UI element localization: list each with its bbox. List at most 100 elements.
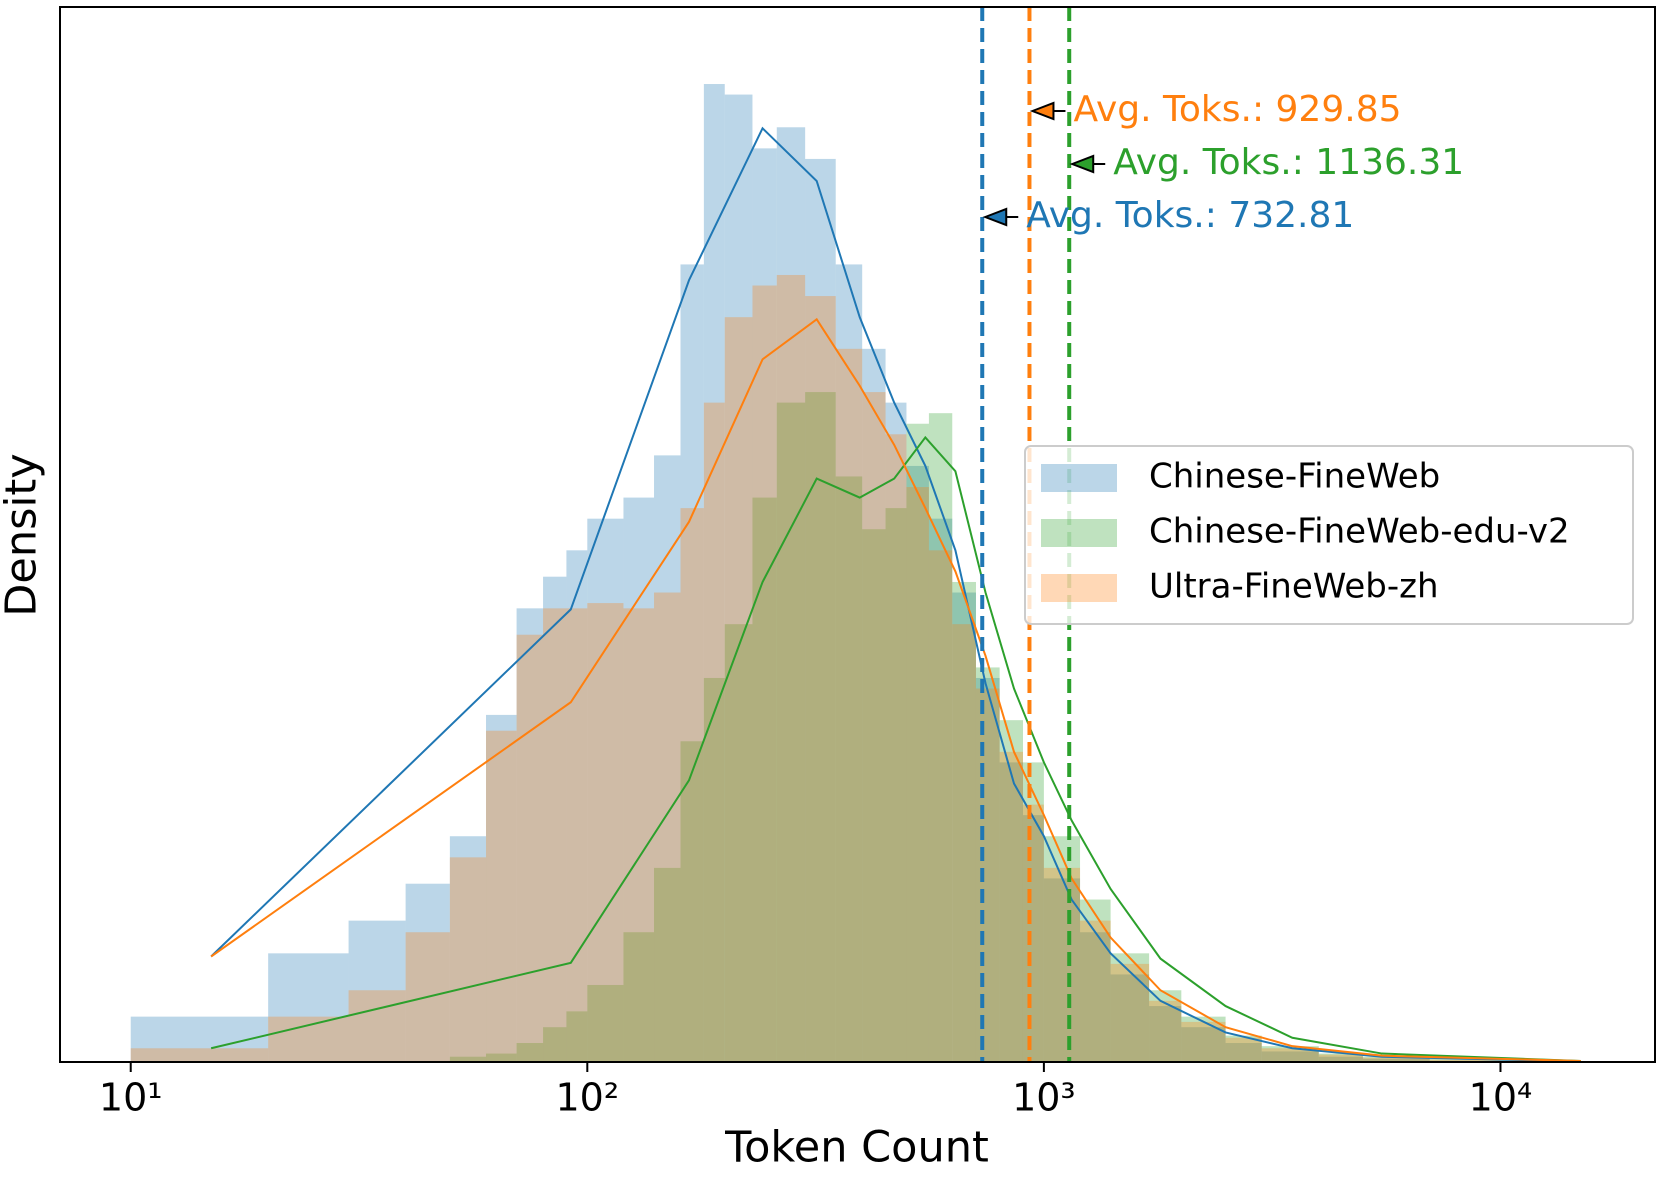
histogram-bar <box>1363 1058 1430 1062</box>
histogram-bar <box>999 751 1023 1062</box>
histogram-bar <box>587 603 624 1062</box>
histogram-bar <box>1181 1021 1226 1062</box>
histogram-bar <box>1181 1027 1226 1062</box>
histogram-bar <box>724 317 753 1062</box>
histogram-bar <box>906 465 929 1062</box>
annotation: Avg. Toks.: 1136.31 <box>1113 142 1464 183</box>
legend-swatch <box>1041 464 1117 492</box>
legend-swatch <box>1041 519 1117 547</box>
histogram-bar <box>776 402 806 1062</box>
histogram-bar <box>1080 920 1111 1062</box>
histogram-bar <box>703 677 725 1062</box>
histogram-bar <box>1110 974 1150 1062</box>
histogram-bar <box>486 730 517 1062</box>
histogram-bar <box>1318 1056 1364 1062</box>
histogram-bar <box>928 518 953 1062</box>
histogram-bar <box>587 984 624 1062</box>
histogram-bar <box>752 497 777 1062</box>
x-axis-label: Token Count <box>724 1123 989 1173</box>
histogram-bar <box>724 94 753 1062</box>
histogram-bar <box>543 1027 567 1062</box>
histogram-bar <box>928 550 953 1062</box>
histogram-bar <box>885 508 907 1062</box>
annotation: Avg. Toks.: 732.81 <box>1026 195 1354 236</box>
histogram-bar <box>130 1048 269 1062</box>
density-line <box>210 126 1581 1063</box>
density-line <box>210 317 1581 1062</box>
histogram-bar <box>906 423 929 1063</box>
histogram-bar <box>1080 899 1111 1062</box>
histogram-bar <box>1043 867 1081 1062</box>
histogram-bar <box>1363 1056 1430 1062</box>
x-tick-label: 10⁴ <box>1469 1076 1533 1120</box>
histogram-bar <box>862 529 886 1062</box>
histogram-bar <box>805 158 836 1063</box>
histogram-bar <box>348 920 406 1062</box>
histogram-bar <box>623 497 655 1062</box>
histogram-bar <box>776 274 806 1063</box>
histogram-bar <box>724 624 753 1062</box>
histogram-bar <box>680 264 704 1062</box>
plot-frame <box>59 6 1656 1063</box>
histogram-bar <box>1225 1037 1262 1062</box>
histogram-bar <box>486 714 517 1062</box>
annotation-arrowhead <box>982 207 1008 227</box>
histogram-bar <box>1261 1051 1319 1062</box>
histogram-bar <box>1043 836 1081 1062</box>
legend: Chinese-FineWeb Chinese-FineWeb-edu-v2 Ult… <box>1024 445 1634 625</box>
histogram-bar <box>999 720 1023 1062</box>
legend-label: Ultra-FineWeb-zh <box>1149 567 1439 607</box>
histogram-bar <box>1022 804 1044 1062</box>
histogram-bar <box>1225 1043 1262 1062</box>
histogram-bar <box>1429 1058 1501 1062</box>
histogram-bar <box>885 402 907 1062</box>
histogram-bar <box>348 990 406 1062</box>
histogram-bar <box>623 608 655 1062</box>
histogram-bar <box>268 1016 349 1062</box>
histogram-bar <box>1318 1053 1364 1062</box>
density-line <box>210 435 1581 1062</box>
histogram-bar <box>928 413 953 1062</box>
histogram-bar <box>952 592 976 1062</box>
histogram-bar <box>999 762 1023 1062</box>
histogram-bar <box>449 1056 487 1062</box>
histogram-bar <box>752 148 777 1062</box>
histogram-bar <box>1043 878 1081 1062</box>
y-axis-label: Density <box>0 453 47 616</box>
histogram-bar <box>1149 1000 1182 1062</box>
histogram-bar <box>1429 1059 1501 1062</box>
histogram-bar <box>862 348 886 1062</box>
histogram-bar <box>952 624 976 1062</box>
histogram-bar <box>752 285 777 1062</box>
histogram-bar <box>975 688 1000 1062</box>
histogram-bar <box>952 581 976 1062</box>
x-tick-label: 10² <box>556 1076 620 1120</box>
histogram-bar <box>1261 1048 1319 1062</box>
histogram-bar <box>543 576 567 1062</box>
histogram-bar <box>1363 1057 1430 1062</box>
histogram-bar <box>862 392 886 1062</box>
histogram-bar <box>587 518 624 1062</box>
legend-swatch <box>1041 574 1117 602</box>
histogram-bar <box>1318 1054 1364 1062</box>
histogram-bar <box>1149 1006 1182 1062</box>
histogram-bar <box>805 392 836 1062</box>
histogram-bar <box>623 932 655 1062</box>
histogram-bar <box>516 634 544 1062</box>
x-tick-label: 10¹ <box>99 1076 163 1120</box>
histogram-bar <box>835 264 863 1062</box>
histogram-bar <box>680 508 704 1062</box>
histogram-bar <box>885 434 907 1062</box>
histogram-bar <box>805 296 836 1062</box>
annotation-arrowhead <box>1029 101 1055 121</box>
histogram-bar <box>1080 932 1111 1062</box>
histogram-bar <box>516 1043 544 1062</box>
histogram-bar <box>1110 963 1150 1062</box>
histogram-bar <box>703 402 725 1062</box>
histogram-bar <box>449 857 487 1062</box>
histogram-bar <box>543 608 567 1062</box>
histogram-bar <box>835 476 863 1063</box>
legend-label: Chinese-FineWeb <box>1149 457 1440 497</box>
histogram-bar <box>703 84 725 1062</box>
